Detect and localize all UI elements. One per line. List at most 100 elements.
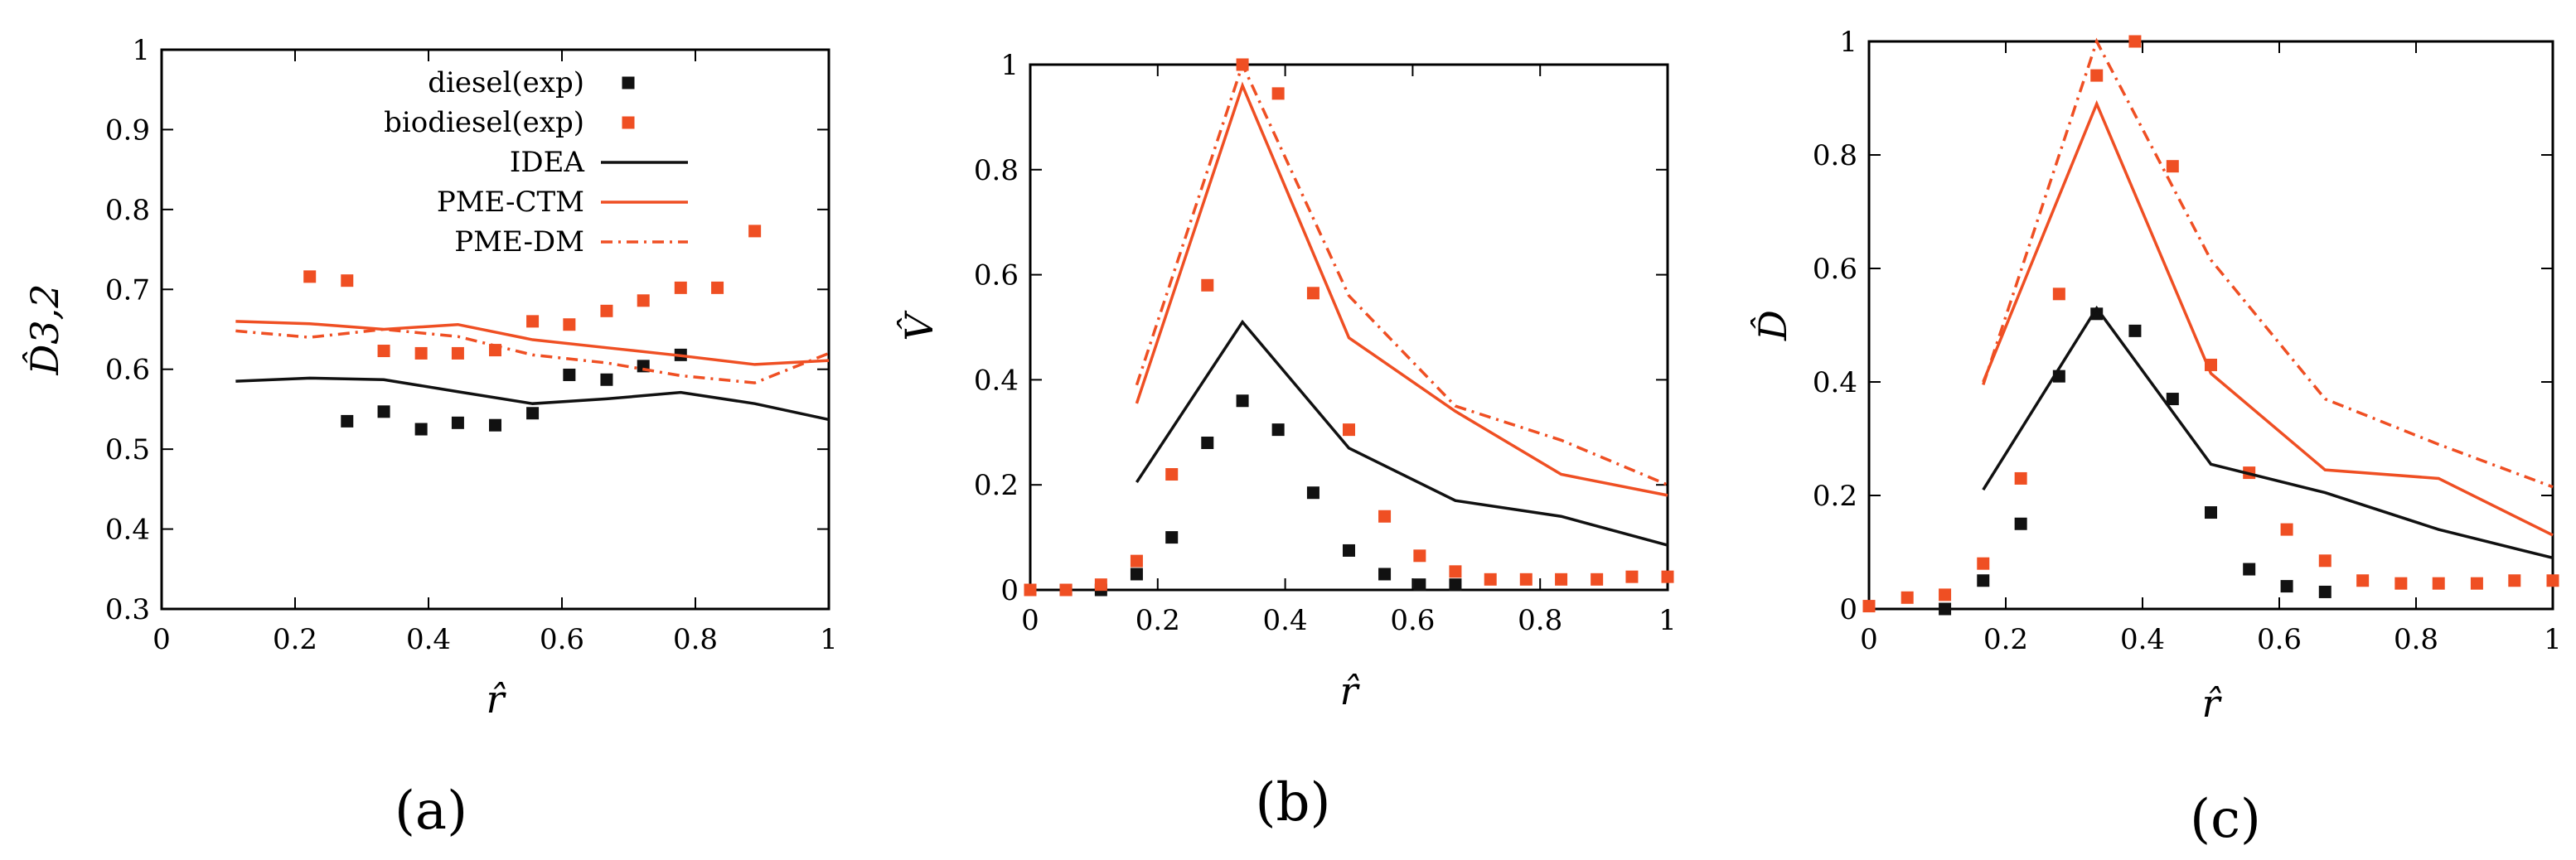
y-tick-label: 0.4 — [1813, 366, 1857, 399]
series-line-idea — [235, 376, 830, 422]
data-point-diesel-exp — [377, 405, 390, 418]
data-point-biodiesel-exp — [2128, 35, 2142, 48]
x-tick-label: 0 — [1021, 604, 1039, 637]
plot-frame — [160, 48, 830, 611]
legend-label-idea: IDEA — [510, 146, 585, 179]
plot-frame — [1029, 63, 1669, 592]
x-tick-label: 0.4 — [1263, 604, 1308, 637]
panel-c: 0 0.2 0.4 0.6 0.8 1 0 0.2 0.4 0.6 0.8 1 r̂ D̂ (c) — [1750, 26, 2562, 850]
x-tick-label: 0 — [1860, 623, 1878, 656]
data-point-biodiesel-exp — [1306, 287, 1319, 300]
data-point-diesel-exp — [1271, 423, 1285, 437]
data-point-biodiesel-exp — [1977, 557, 1990, 570]
y-tick-label: 0.8 — [1813, 139, 1857, 172]
x-axis-label: r̂ — [487, 677, 507, 722]
data-point-diesel-exp — [2128, 324, 2142, 337]
x-tick-label: 0.4 — [2120, 623, 2165, 656]
data-point-biodiesel-exp — [637, 294, 650, 307]
y-tick-label: 0.2 — [974, 469, 1019, 502]
data-point-biodiesel-exp — [451, 346, 464, 360]
data-point-biodiesel-exp — [1024, 583, 1037, 597]
data-point-biodiesel-exp — [303, 270, 317, 283]
x-tick-label: 0.8 — [673, 623, 718, 656]
x-tick-label: 0.6 — [1390, 604, 1435, 637]
data-point-biodiesel-exp — [1591, 573, 1604, 586]
data-point-diesel-exp — [2318, 585, 2331, 598]
data-point-biodiesel-exp — [1343, 423, 1355, 437]
y-tick-label: 0.9 — [105, 114, 150, 147]
data-point-diesel-exp — [1413, 578, 1426, 592]
y-tick-label: 0.8 — [105, 194, 150, 227]
series-line-pme-ctm — [1135, 81, 1668, 497]
legend-swatch-diesel-exp — [622, 76, 635, 89]
series-line-idea — [1982, 305, 2554, 560]
legend: diesel(exp) biodiesel(exp) IDEA PME-CTM PME-… — [384, 66, 688, 258]
x-tick-label: 0.2 — [1983, 623, 2028, 656]
x-tick-label: 0.2 — [1135, 604, 1180, 637]
data-point-biodiesel-exp — [1413, 549, 1426, 563]
data-point-diesel-exp — [1449, 578, 1462, 592]
legend-label-pme-ctm: PME-CTM — [437, 186, 584, 219]
x-tick-label: 1 — [1658, 604, 1677, 637]
data-point-biodiesel-exp — [414, 346, 428, 360]
data-point-diesel-exp — [341, 414, 354, 428]
data-point-biodiesel-exp — [341, 274, 354, 287]
data-point-biodiesel-exp — [1271, 87, 1285, 100]
x-tick-label: 0.8 — [2394, 623, 2438, 656]
y-tick-label: 0.4 — [974, 364, 1019, 397]
y-tick-label: 0.2 — [1813, 480, 1857, 513]
data-point-biodiesel-exp — [2546, 574, 2559, 587]
panel-label: (c) — [2190, 789, 2261, 850]
data-point-biodiesel-exp — [1130, 554, 1143, 568]
data-point-biodiesel-exp — [1661, 570, 1674, 583]
data-point-diesel-exp — [1343, 544, 1355, 557]
series-line-pme-ctm — [1982, 99, 2554, 537]
panel-a: 0 0.2 0.4 0.6 0.8 1 0.3 0.4 0.5 0.6 0.7 0.8 0.9 1 r̂ D̂… — [22, 34, 838, 842]
data-point-diesel-exp — [600, 373, 613, 386]
data-point-diesel-exp — [1165, 531, 1179, 544]
y-tick-label: 0 — [1000, 574, 1019, 607]
y-tick-label: 0.6 — [105, 354, 150, 387]
data-point-diesel-exp — [1201, 436, 1214, 449]
legend-label-biodiesel-exp: biodiesel(exp) — [384, 106, 584, 139]
data-point-biodiesel-exp — [1449, 565, 1462, 578]
y-tick-label: 0.7 — [105, 273, 150, 307]
y-axis-label: D̂3,2 — [22, 283, 67, 375]
data-point-diesel-exp — [414, 423, 428, 436]
x-tick-label: 0.8 — [1518, 604, 1562, 637]
series-line-pme-dm — [1982, 37, 2554, 489]
y-tick-label: 0.6 — [974, 259, 1019, 292]
y-tick-label: 0.8 — [974, 154, 1019, 187]
data-point-biodiesel-exp — [1059, 583, 1073, 597]
data-point-biodiesel-exp — [1378, 510, 1392, 523]
y-tick-label: 0.3 — [105, 593, 150, 626]
data-point-biodiesel-exp — [1555, 573, 1568, 586]
data-point-biodiesel-exp — [2432, 577, 2445, 590]
data-point-biodiesel-exp — [526, 315, 540, 328]
plot-frame — [1867, 40, 2554, 611]
legend-label-diesel-exp: diesel(exp) — [428, 66, 584, 99]
data-point-biodiesel-exp — [2014, 471, 2027, 485]
y-tick-label: 0.5 — [105, 433, 150, 466]
y-tick-label: 0.6 — [1813, 253, 1857, 286]
data-point-biodiesel-exp — [2508, 574, 2521, 587]
series-line-pme-dm — [1135, 60, 1668, 486]
y-tick-label: 1 — [1000, 49, 1019, 82]
data-point-biodiesel-exp — [1862, 600, 1876, 613]
x-tick-label: 0.6 — [540, 623, 584, 656]
data-point-biodiesel-exp — [2166, 160, 2179, 173]
data-point-diesel-exp — [1939, 602, 1952, 616]
x-tick-label: 0.4 — [406, 623, 451, 656]
series-line-pme-dm — [235, 327, 830, 384]
y-tick-label: 1 — [1839, 26, 1857, 59]
data-point-biodiesel-exp — [600, 304, 613, 317]
panel-label: (b) — [1256, 772, 1331, 833]
data-point-biodiesel-exp — [563, 318, 576, 331]
data-point-diesel-exp — [2014, 517, 2027, 530]
y-tick-label: 0 — [1839, 593, 1857, 626]
data-point-biodiesel-exp — [2318, 554, 2331, 568]
data-point-biodiesel-exp — [2356, 574, 2370, 587]
data-point-diesel-exp — [1306, 486, 1319, 500]
x-tick-label: 0 — [153, 623, 171, 656]
